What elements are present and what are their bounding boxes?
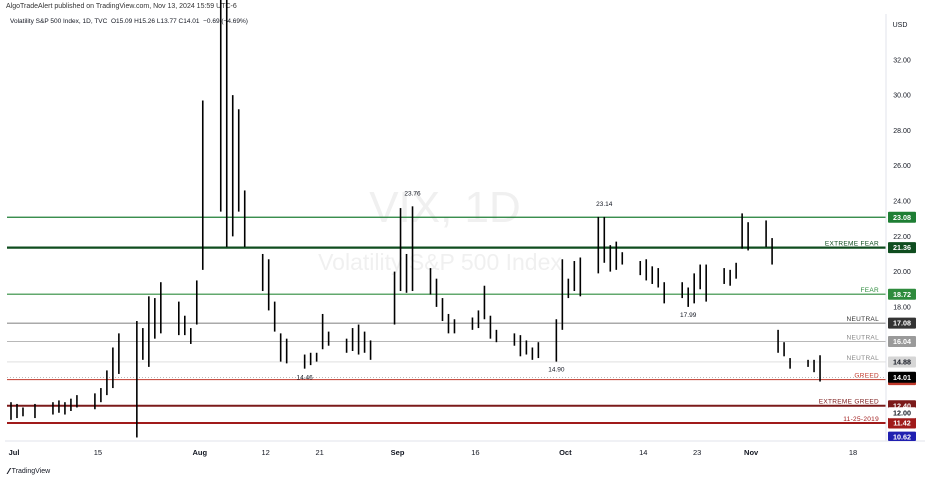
price-tag-21.36: 21.36: [888, 242, 916, 254]
watermark: VIX, 1D Volatility S&P 500 Index: [318, 183, 562, 275]
footer: ⁄⁄ TradingView: [8, 467, 50, 476]
price-tags-layer: 23.0821.3618.7217.0816.0414.8813.8812.40…: [888, 211, 916, 442]
annotations-layer: 23.76 23.14 14.46 14.90 17.99: [297, 190, 697, 381]
price-tag-10.62: 10.62: [888, 431, 916, 442]
tradingview-logo-icon: ⁄⁄: [8, 467, 9, 476]
currency-label: USD: [893, 22, 908, 29]
price-tag-23.08: 23.08: [888, 211, 916, 223]
y-tick-label: 18.00: [893, 304, 911, 311]
levels-layer: EXTREME FEAR FEAR NEUTRAL NEUTRAL NEUTRAL GRE…: [7, 216, 886, 425]
level-label-5: NEUTRAL: [847, 355, 880, 362]
x-tick-label: 15: [94, 448, 102, 457]
level-label-6: GREED: [854, 373, 879, 380]
ohlc-values: O15.09 H15.26 L13.77 C14.01: [110, 18, 200, 25]
price-tag-17.08: 17.08: [888, 317, 916, 329]
svg-text:17.08: 17.08: [893, 319, 911, 328]
bar-annotation-4: 17.99: [680, 312, 697, 319]
bars-layer: [10, 0, 821, 438]
svg-text:14.01: 14.01: [893, 373, 911, 382]
x-tick-label: Sep: [391, 448, 405, 457]
change-value: −0.69 (−4.69%): [203, 18, 248, 25]
x-tick-label: 18: [849, 448, 857, 457]
level-label-8: 11-25-2019: [843, 416, 879, 423]
symbol-info: Volatility S&P 500 Index, 1D, TVC O15.09…: [10, 18, 248, 25]
x-tick-label: Aug: [192, 448, 207, 457]
price-tag-16.04: 16.04: [888, 335, 916, 347]
watermark-description: Volatility S&P 500 Index: [318, 249, 562, 275]
svg-text:12.00: 12.00: [893, 408, 911, 417]
bar-annotation-2: 14.46: [297, 374, 314, 381]
y-tick-label: 32.00: [893, 57, 911, 64]
y-tick-label: 22.00: [893, 234, 911, 241]
bar-annotation-1: 23.14: [596, 201, 613, 208]
tradingview-brand: TradingView: [11, 468, 51, 475]
svg-text:12.40: 12.40: [893, 401, 911, 410]
price-tag-12.00: 12.00: [888, 407, 916, 419]
publish-note: AlgoTradeAlert published on TradingView.…: [6, 3, 237, 10]
y-tick-label: 24.00: [893, 199, 911, 206]
x-tick-label: 12: [262, 448, 270, 457]
level-label-7: EXTREME GREED: [819, 399, 879, 406]
x-tick-label: 21: [315, 448, 323, 457]
x-tick-label: 16: [471, 448, 479, 457]
svg-text:23.08: 23.08: [893, 213, 911, 222]
x-tick-label: Oct: [559, 448, 572, 457]
svg-text:11.42: 11.42: [893, 419, 911, 428]
level-label-1: EXTREME FEAR: [825, 241, 879, 248]
price-tag-18.72: 18.72: [888, 288, 916, 300]
symbol-title: Volatility S&P 500 Index, 1D, TVC: [10, 18, 108, 25]
svg-text:10.62: 10.62: [893, 433, 911, 442]
x-tick-label: Jul: [9, 448, 20, 457]
y-tick-label: 20.00: [893, 269, 911, 276]
level-label-2: FEAR: [860, 287, 879, 294]
y-tick-label: 30.00: [893, 93, 911, 100]
price-tag-14.88: 14.88: [888, 356, 916, 368]
x-tick-label: Nov: [744, 448, 759, 457]
y-tick-label: 26.00: [893, 163, 911, 170]
svg-text:16.04: 16.04: [893, 337, 911, 346]
level-label-4: NEUTRAL: [847, 334, 880, 341]
y-tick-label: 28.00: [893, 128, 911, 135]
watermark-symbol: VIX, 1D: [369, 183, 521, 232]
svg-text:21.36: 21.36: [893, 243, 911, 252]
bar-annotation-0: 23.76: [404, 190, 421, 197]
svg-text:18.72: 18.72: [893, 290, 911, 299]
bar-annotation-3: 14.90: [548, 367, 565, 374]
x-tick-label: 14: [639, 448, 647, 457]
time-axis[interactable]: Jul 15 Aug 12 21 Sep 16 Oct 14 23 Nov 18: [9, 448, 858, 457]
svg-text:14.88: 14.88: [893, 358, 911, 367]
level-label-3: NEUTRAL: [847, 316, 880, 323]
x-tick-label: 23: [693, 448, 701, 457]
price-tag-11.42: 11.42: [888, 417, 916, 429]
last-price-tag: 14.01: [888, 371, 916, 383]
